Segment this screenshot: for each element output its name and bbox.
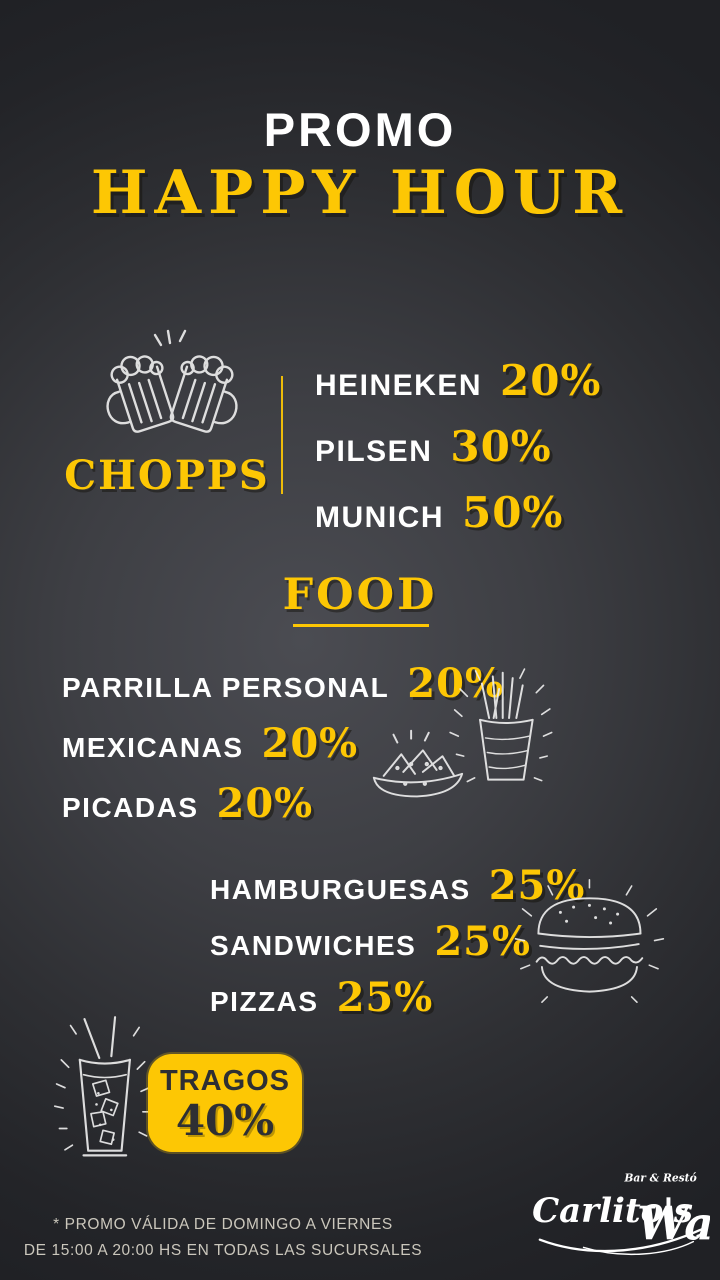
tragos-badge: TRAGOS 40% bbox=[148, 1054, 302, 1152]
item-name: PICADAS bbox=[62, 792, 199, 823]
logo-name-right: Way bbox=[637, 1197, 710, 1251]
logo-tagline: Bar & Restó bbox=[623, 1171, 696, 1184]
item-discount: 20% bbox=[407, 660, 504, 707]
menu-item-picadas: PICADAS 20% bbox=[62, 780, 504, 827]
item-name: MUNICH bbox=[315, 501, 444, 534]
item-discount: 50% bbox=[462, 488, 564, 537]
menu-item-pilsen: PILSEN 30% bbox=[315, 422, 601, 471]
menu-item-mexicanas: MEXICANAS 20% bbox=[62, 720, 504, 767]
footnote-line-1: * PROMO VÁLIDA DE DOMINGO A VIERNES bbox=[53, 1216, 393, 1233]
tragos-label: TRAGOS bbox=[159, 1064, 291, 1097]
menu-item-heineken: HEINEKEN 20% bbox=[315, 356, 601, 405]
fries-icon bbox=[449, 668, 553, 783]
burger-icon bbox=[514, 879, 665, 1003]
nachos-icon bbox=[372, 729, 464, 798]
item-discount: 20% bbox=[216, 780, 314, 827]
footnote-line-2: DE 15:00 A 20:00 HS EN TODAS LAS SUCURSA… bbox=[23, 1241, 423, 1259]
chopps-menu: HEINEKEN 20% PILSEN 30% MUNICH 50% bbox=[315, 356, 601, 537]
tragos-discount: 40% bbox=[175, 1095, 275, 1145]
food-heading: FOOD bbox=[282, 570, 438, 620]
cocktail-icon bbox=[53, 1016, 153, 1157]
item-name: SANDWICHES bbox=[210, 930, 417, 961]
item-name: MEXICANAS bbox=[62, 732, 244, 763]
item-discount: 20% bbox=[261, 720, 359, 767]
chopps-divider bbox=[281, 376, 283, 494]
beer-mugs-icon bbox=[106, 329, 238, 433]
food-underline bbox=[293, 624, 429, 627]
item-discount: 30% bbox=[450, 422, 552, 471]
item-discount: 25% bbox=[336, 974, 434, 1021]
item-name: HEINEKEN bbox=[315, 369, 483, 402]
promo-footnote: * PROMO VÁLIDA DE DOMINGO A VIERNES DE 1… bbox=[22, 1212, 424, 1263]
item-name: PARRILLA PERSONAL bbox=[62, 672, 390, 703]
chopps-heading: CHOPPS bbox=[64, 452, 270, 499]
item-discount: 25% bbox=[434, 918, 532, 965]
item-name: PIZZAS bbox=[210, 986, 319, 1017]
promo-title: PROMO bbox=[263, 103, 457, 156]
logo-name-left: Carlito's bbox=[532, 1191, 693, 1231]
menu-item-sandwiches: SANDWICHES 25% bbox=[210, 918, 585, 965]
menu-item-pizzas: PIZZAS 25% bbox=[210, 974, 585, 1021]
item-name: PILSEN bbox=[315, 435, 433, 468]
item-discount: 20% bbox=[500, 356, 602, 405]
food-grill-menu: PARRILLA PERSONAL 20% MEXICANAS 20% PICA… bbox=[62, 660, 504, 827]
carlitos-way-logo: Bar & Restó Carlito's Way bbox=[532, 1171, 710, 1255]
logo-flourish bbox=[538, 1228, 705, 1255]
item-name: HAMBURGUESAS bbox=[210, 874, 471, 905]
menu-item-parrilla: PARRILLA PERSONAL 20% bbox=[62, 660, 504, 707]
happy-hour-title: HAPPY HOUR bbox=[90, 158, 630, 228]
menu-item-munich: MUNICH 50% bbox=[315, 488, 601, 537]
